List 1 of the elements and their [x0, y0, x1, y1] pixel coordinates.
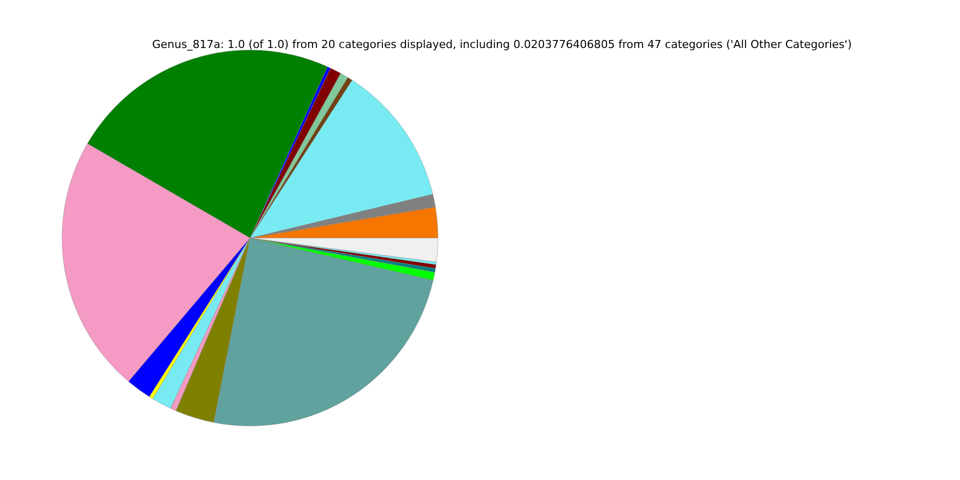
text: Genus_817a: 1.0 (of 1.0) from 20 categories displayed, including 0.0203776406805 from 47 categories ('All Other Categories') — [152, 38, 852, 51]
